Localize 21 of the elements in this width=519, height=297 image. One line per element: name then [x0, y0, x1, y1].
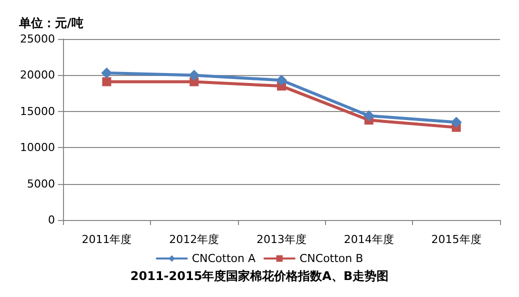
point	[188, 70, 200, 81]
text: 2011-2015年度国家棉花价格指数A、B走势图	[130, 269, 389, 283]
y-tick-label: 20000	[20, 68, 55, 82]
point	[276, 74, 287, 86]
x-tick-label: 2014年度	[344, 233, 394, 246]
x-tick-label: 2013年度	[256, 233, 306, 246]
point	[102, 77, 112, 86]
y-tick-label: 10000	[20, 141, 55, 154]
legend-label: CNCotton A	[192, 252, 256, 265]
point	[363, 110, 374, 122]
y-tick-label: 5000	[27, 177, 55, 190]
x-tick-label: 2015年度	[431, 233, 482, 246]
y-tick-label: 0	[48, 214, 55, 226]
y-tick-label: 15000	[20, 104, 55, 118]
legend-label: CNCotton B	[299, 252, 364, 265]
y-axis-title: 单位：元/吨	[18, 16, 84, 30]
point	[450, 116, 462, 128]
y-tick-label: 25000	[20, 32, 55, 46]
x-tick-label: 2011年度	[82, 233, 132, 246]
x-tick-label: 2012年度	[169, 233, 220, 246]
point	[101, 68, 112, 79]
